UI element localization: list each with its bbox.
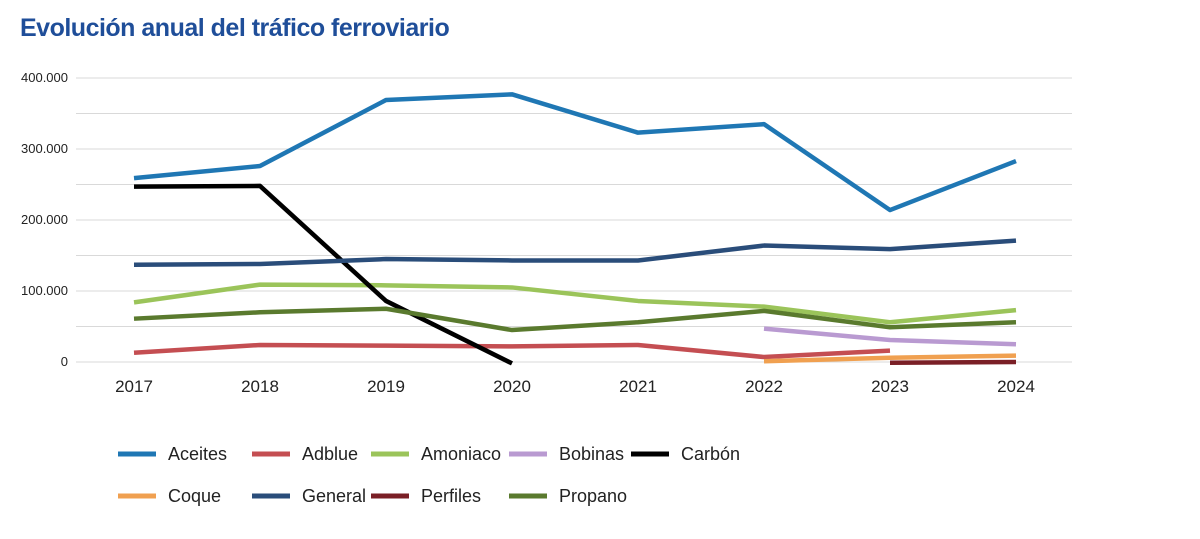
legend-item-coque: Coque <box>118 486 221 506</box>
legend-item-carbón: Carbón <box>631 444 740 464</box>
y-tick-label: 400.000 <box>21 70 68 85</box>
series-line-propano <box>133 306 1017 333</box>
legend-item-perfiles: Perfiles <box>371 486 481 506</box>
series-line-carbón <box>133 183 513 366</box>
x-tick-label: 2022 <box>745 377 783 396</box>
legend-item-amoniaco: Amoniaco <box>371 444 501 464</box>
x-tick-label: 2021 <box>619 377 657 396</box>
x-tick-label: 2020 <box>493 377 531 396</box>
legend-label: Bobinas <box>559 444 624 464</box>
series-line-general <box>133 238 1017 267</box>
legend-item-propano: Propano <box>509 486 627 506</box>
legend-label: Coque <box>168 486 221 506</box>
x-tick-label: 2023 <box>871 377 909 396</box>
legend-label: General <box>302 486 366 506</box>
legend-item-general: General <box>252 486 366 506</box>
legend-label: Aceites <box>168 444 227 464</box>
legend-item-aceites: Aceites <box>118 444 227 464</box>
y-tick-label: 0 <box>61 354 68 369</box>
y-axis: 0 100.000 200.000 300.000 400.000 <box>21 70 68 369</box>
x-tick-label: 2019 <box>367 377 405 396</box>
chart-title: Evolución anual del tráfico ferroviario <box>20 14 450 42</box>
legend-label: Propano <box>559 486 627 506</box>
legend-label: Perfiles <box>421 486 481 506</box>
series-line-amoniaco <box>133 282 1017 325</box>
x-axis: 2017 2018 2019 2020 2021 2022 2023 2024 <box>115 377 1035 396</box>
legend-label: Amoniaco <box>421 444 501 464</box>
y-tick-label: 200.000 <box>21 212 68 227</box>
series-line-aceites <box>133 92 1017 213</box>
series-lines <box>133 92 1017 366</box>
series-line-perfiles <box>889 359 1017 365</box>
series-line-adblue <box>133 342 891 360</box>
x-tick-label: 2024 <box>997 377 1035 396</box>
series-line-bobinas <box>763 326 1017 347</box>
legend: Aceites Adblue Amoniaco Bobinas Carbón Coque G… <box>118 444 740 506</box>
legend-item-bobinas: Bobinas <box>509 444 624 464</box>
legend-label: Carbón <box>681 444 740 464</box>
y-tick-label: 300.000 <box>21 141 68 156</box>
y-tick-label: 100.000 <box>21 283 68 298</box>
series-line-coque <box>763 353 1017 364</box>
x-tick-label: 2017 <box>115 377 153 396</box>
x-tick-label: 2018 <box>241 377 279 396</box>
legend-item-adblue: Adblue <box>252 444 358 464</box>
legend-label: Adblue <box>302 444 358 464</box>
